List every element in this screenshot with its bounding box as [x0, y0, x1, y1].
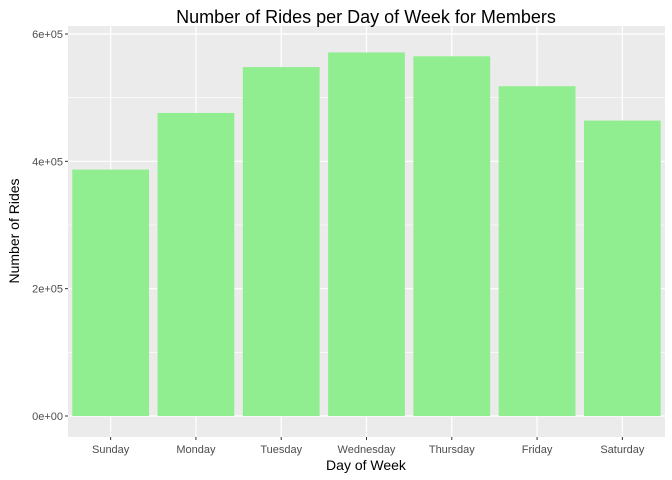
y-axis-title: Number of Rides — [6, 178, 22, 283]
y-tick-label: 2e+05 — [32, 284, 63, 296]
x-axis: Sunday Monday Tuesday Wednesday Thursday Frid… — [92, 437, 645, 456]
x-tick-label: Saturday — [600, 444, 645, 456]
bar-wednesday — [328, 52, 405, 417]
x-tick-label: Tuesday — [260, 444, 302, 456]
y-axis: 0e+00 2e+05 4e+05 6e+05 — [32, 29, 68, 423]
bar-monday — [157, 112, 235, 417]
bar-sunday — [72, 169, 150, 416]
bar-tuesday — [242, 67, 320, 417]
bar-saturday — [583, 120, 661, 416]
bars — [72, 52, 661, 417]
y-tick-label: 4e+05 — [32, 156, 63, 168]
x-tick-label: Thursday — [429, 444, 475, 456]
x-tick-label: Wednesday — [338, 444, 396, 456]
x-axis-title: Day of Week — [326, 457, 407, 473]
y-tick-label: 6e+05 — [32, 29, 63, 41]
bar-thursday — [413, 56, 491, 417]
bar-friday — [498, 86, 576, 416]
x-tick-label: Sunday — [92, 444, 130, 456]
x-tick-label: Friday — [522, 444, 553, 456]
y-tick-label: 0e+00 — [32, 411, 63, 423]
chart-title: Number of Rides per Day of Week for Memb… — [176, 7, 556, 27]
x-tick-label: Monday — [176, 444, 216, 456]
